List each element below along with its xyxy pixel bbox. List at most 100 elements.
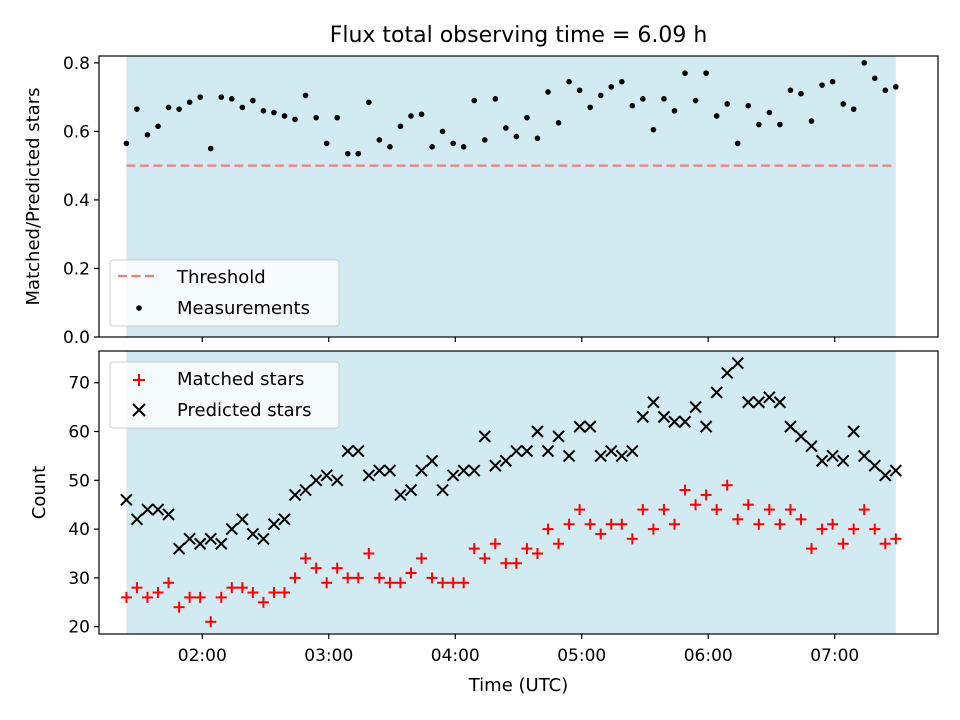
measurement-point: [597, 92, 604, 99]
matched-star-marker: [205, 616, 217, 628]
measurement-point: [302, 92, 309, 99]
matched-star-marker: [131, 582, 143, 594]
measurement-point: [555, 120, 562, 126]
measurement-point: [798, 90, 804, 97]
predicted-star-marker: [815, 454, 829, 467]
matched-star-marker: [373, 572, 385, 584]
matched-star-marker: [721, 479, 733, 491]
predicted-star-marker: [436, 483, 449, 497]
predicted-star-marker: [246, 527, 260, 541]
bottom-x-tick-label: 02:00: [178, 646, 227, 666]
predicted-star-marker: [636, 410, 650, 424]
measurement-point: [281, 113, 288, 119]
predicted-star-marker: [130, 513, 144, 526]
predicted-star-marker: [889, 464, 903, 477]
predicted-star-marker: [162, 508, 175, 521]
matched-star-marker: [468, 543, 480, 555]
top-y-axis-label: Matched/Predicted stars: [23, 88, 44, 306]
measurement-point: [513, 133, 520, 140]
predicted-star-marker: [520, 444, 534, 458]
bottom-legend-box: [109, 361, 340, 429]
matched-star-marker: [510, 557, 522, 569]
matched-star-marker: [405, 567, 417, 579]
matched-star-marker: [848, 523, 860, 535]
predicted-star-marker: [668, 415, 681, 428]
legend-predicted-swatch: [132, 403, 146, 417]
measurement-point: [197, 94, 203, 100]
predicted-star-marker: [478, 430, 491, 443]
bottom-x-axis: 02:00 03:00 04:00 05:00 06:00 07:00: [178, 634, 859, 666]
matched-star-marker: [542, 523, 554, 535]
matched-star-marker: [289, 572, 301, 584]
measurement-point: [397, 123, 404, 130]
matched-star-marker: [774, 518, 786, 530]
predicted-star-marker: [215, 537, 228, 550]
measurement-point: [355, 150, 362, 157]
matched-star-marker: [753, 518, 765, 530]
measurement-point: [481, 137, 488, 143]
top-panel: 0.00.20.40.60.8 Matched/Predicted stars …: [23, 54, 939, 348]
matched-star-marker: [384, 577, 396, 589]
predicted-star-marker: [573, 420, 586, 433]
top-legend-box: [109, 259, 340, 327]
measurement-point: [777, 121, 783, 128]
predicted-star-marker: [394, 488, 407, 502]
measurement-point: [766, 109, 773, 116]
measurement-point: [703, 70, 709, 76]
measurement-point: [671, 108, 678, 114]
x-axis-label: Time (UTC): [468, 675, 569, 696]
matched-star-marker: [279, 587, 291, 599]
predicted-star-marker: [489, 459, 502, 472]
measurement-point: [629, 102, 636, 109]
measurement-point: [229, 96, 235, 102]
legend-measurement-swatch: [136, 305, 142, 311]
measurement-point: [787, 87, 794, 94]
measurement-point: [408, 113, 414, 119]
bottom-y-tick-label: 70: [68, 374, 90, 394]
measurement-point: [682, 70, 688, 76]
predicted-star-marker: [499, 454, 513, 467]
measurement-point: [207, 145, 214, 152]
predicted-star-marker: [847, 425, 860, 438]
measurement-point: [334, 114, 341, 121]
predicted-star-marker: [352, 444, 365, 458]
predicted-star-marker: [141, 503, 154, 516]
matched-star-marker: [352, 572, 364, 584]
bottom-x-tick-label: 05:00: [557, 646, 606, 666]
predicted-star-marker: [341, 444, 354, 458]
matched-star-marker: [637, 504, 649, 516]
predicted-star-marker: [615, 449, 629, 463]
predicted-star-marker: [278, 513, 291, 526]
predicted-star-marker: [868, 459, 881, 472]
bottom-y-tick-label: 60: [68, 423, 90, 443]
measurement-point: [503, 125, 509, 131]
matched-star-marker: [479, 552, 491, 564]
predicted-star-marker: [183, 532, 196, 546]
measurement-point: [155, 123, 161, 130]
measurement-point: [545, 89, 551, 95]
predicted-star-marker: [720, 366, 734, 380]
matched-star-marker: [194, 591, 206, 603]
matched-star-marker: [163, 577, 175, 589]
bottom-x-tick-label: 06:00: [684, 646, 733, 666]
top-x-ticks: [201, 337, 836, 342]
predicted-star-marker: [562, 449, 576, 463]
matched-star-marker: [331, 562, 343, 574]
measurement-point: [271, 109, 277, 116]
bottom-x-tick-label: 04:00: [431, 646, 480, 666]
matched-star-marker: [521, 543, 533, 555]
predicted-star-marker: [826, 449, 839, 463]
matched-star-marker: [500, 557, 512, 569]
matched-star-marker: [837, 538, 849, 550]
matched-star-marker: [647, 523, 659, 535]
measurement-point: [840, 101, 846, 107]
predicted-star-marker: [647, 396, 660, 409]
matched-star-marker: [363, 547, 375, 559]
matched-star-marker: [553, 538, 565, 550]
measurement-point: [387, 144, 393, 150]
predicted-star-marker: [257, 532, 270, 546]
measurement-point: [260, 108, 267, 114]
matched-star-marker: [574, 504, 586, 516]
predicted-star-marker: [193, 537, 207, 550]
measurement-point: [829, 78, 836, 85]
